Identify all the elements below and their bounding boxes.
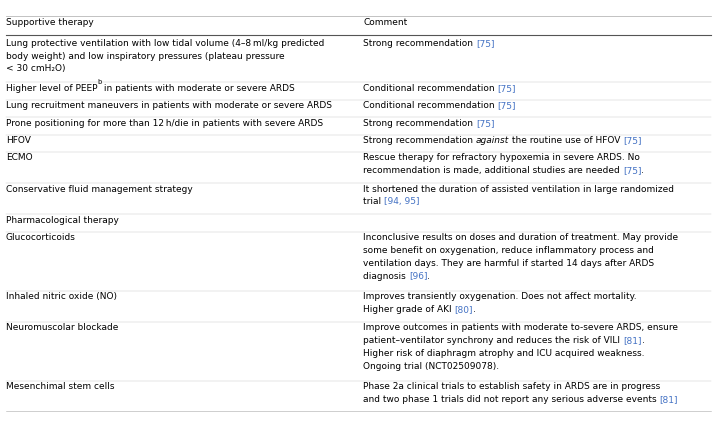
Text: Conditional recommendation: Conditional recommendation xyxy=(363,84,498,93)
Text: Lung recruitment maneuvers in patients with moderate or severe ARDS: Lung recruitment maneuvers in patients w… xyxy=(6,101,332,110)
Text: trial: trial xyxy=(363,198,384,206)
Text: recommendation is made, additional studies are needed: recommendation is made, additional studi… xyxy=(363,166,623,175)
Text: HFOV: HFOV xyxy=(6,136,31,145)
Text: .: . xyxy=(641,336,644,345)
Text: Higher grade of AKI: Higher grade of AKI xyxy=(363,305,455,314)
Text: ventilation days. They are harmful if started 14 days after ARDS: ventilation days. They are harmful if st… xyxy=(363,259,654,268)
Text: against: against xyxy=(476,136,509,145)
Text: ECMO: ECMO xyxy=(6,154,32,162)
Text: some benefit on oxygenation, reduce inflammatory process and: some benefit on oxygenation, reduce infl… xyxy=(363,246,654,255)
Text: .: . xyxy=(473,305,476,314)
Text: patient–ventilator synchrony and reduces the risk of VILI: patient–ventilator synchrony and reduces… xyxy=(363,336,623,345)
Text: Inconclusive results on doses and duration of treatment. May provide: Inconclusive results on doses and durati… xyxy=(363,233,679,242)
Text: in patients with moderate or severe ARDS: in patients with moderate or severe ARDS xyxy=(102,84,295,93)
Text: [75]: [75] xyxy=(623,166,641,175)
Text: Inhaled nitric oxide (NO): Inhaled nitric oxide (NO) xyxy=(6,292,117,301)
Text: Strong recommendation: Strong recommendation xyxy=(363,119,476,128)
Text: [81]: [81] xyxy=(660,395,679,404)
Text: [80]: [80] xyxy=(455,305,473,314)
Text: Strong recommendation: Strong recommendation xyxy=(363,39,476,48)
Text: Pharmacological therapy: Pharmacological therapy xyxy=(6,216,119,225)
Text: [94, 95]: [94, 95] xyxy=(384,198,420,206)
Text: Rescue therapy for refractory hypoxemia in severe ARDS. No: Rescue therapy for refractory hypoxemia … xyxy=(363,154,640,162)
Text: [75]: [75] xyxy=(476,39,495,48)
Text: Higher risk of diaphragm atrophy and ICU acquired weakness.: Higher risk of diaphragm atrophy and ICU… xyxy=(363,349,645,358)
Text: [75]: [75] xyxy=(498,101,516,110)
Text: and two phase 1 trials did not report any serious adverse events: and two phase 1 trials did not report an… xyxy=(363,395,660,404)
Text: the routine use of HFOV: the routine use of HFOV xyxy=(509,136,623,145)
Text: Glucocorticoids: Glucocorticoids xyxy=(6,233,76,242)
Text: Improve outcomes in patients with moderate to-severe ARDS, ensure: Improve outcomes in patients with modera… xyxy=(363,323,679,333)
Text: body weight) and low inspiratory pressures (plateau pressure: body weight) and low inspiratory pressur… xyxy=(6,51,285,61)
Text: Strong recommendation: Strong recommendation xyxy=(363,136,476,145)
Text: Mesenchimal stem cells: Mesenchimal stem cells xyxy=(6,382,114,392)
Text: .: . xyxy=(428,271,430,281)
Text: Ongoing trial (NCT02509078).: Ongoing trial (NCT02509078). xyxy=(363,362,499,371)
Text: Improves transiently oxygenation. Does not affect mortality.: Improves transiently oxygenation. Does n… xyxy=(363,292,637,301)
Text: diagnosis: diagnosis xyxy=(363,271,409,281)
Text: It shortened the duration of assisted ventilation in large randomized: It shortened the duration of assisted ve… xyxy=(363,185,674,194)
Text: Conservative fluid management strategy: Conservative fluid management strategy xyxy=(6,185,192,194)
Text: Supportive therapy: Supportive therapy xyxy=(6,18,94,27)
Text: [96]: [96] xyxy=(409,271,428,281)
Text: < 30 cmH₂O): < 30 cmH₂O) xyxy=(6,64,65,73)
Text: .: . xyxy=(641,166,644,175)
Text: Lung protective ventilation with low tidal volume (4–8 ml/kg predicted: Lung protective ventilation with low tid… xyxy=(6,39,324,48)
Text: Comment: Comment xyxy=(363,18,408,27)
Text: Conditional recommendation: Conditional recommendation xyxy=(363,101,498,110)
Text: [75]: [75] xyxy=(623,136,642,145)
Text: Phase 2a clinical trials to establish safety in ARDS are in progress: Phase 2a clinical trials to establish sa… xyxy=(363,382,661,392)
Text: [81]: [81] xyxy=(623,336,641,345)
Text: Higher level of PEEP: Higher level of PEEP xyxy=(6,84,97,93)
Text: Neuromuscolar blockade: Neuromuscolar blockade xyxy=(6,323,118,333)
Text: b: b xyxy=(97,79,102,85)
Text: Prone positioning for more than 12 h/die in patients with severe ARDS: Prone positioning for more than 12 h/die… xyxy=(6,119,323,128)
Text: [75]: [75] xyxy=(498,84,516,93)
Text: [75]: [75] xyxy=(476,119,495,128)
